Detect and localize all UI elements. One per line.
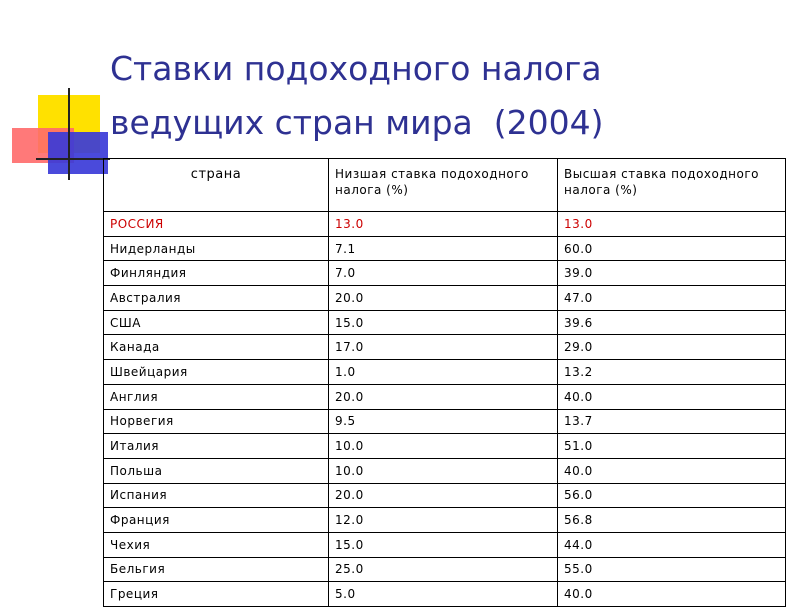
cell-min-rate: 20.0 (328, 383, 558, 410)
table-header-row: страна Низшая ставка подоходного налога … (103, 158, 786, 212)
cell-max-rate: 55.0 (557, 556, 786, 583)
table-row: Австралия 20.0 47.0 (103, 285, 786, 311)
table-row: Швейцария 1.0 13.2 (103, 359, 786, 385)
table-row: Франция 12.0 56.8 (103, 507, 786, 533)
cell-country: Польша (103, 457, 329, 484)
cell-country: Нидерланды (103, 235, 329, 262)
table-row: Греция 5.0 40.0 (103, 581, 786, 607)
table-body: РОССИЯ 13.0 13.0 Нидерланды 7.1 60.0 Финляндия… (103, 211, 786, 607)
cell-min-rate: 1.0 (328, 359, 558, 385)
blue-square-decoration (48, 132, 108, 174)
table-row: США 15.0 39.6 (103, 309, 786, 336)
cell-country: США (103, 309, 329, 336)
cell-max-rate: 60.0 (557, 235, 786, 262)
cell-min-rate: 13.0 (328, 211, 558, 237)
cell-max-rate: 13.0 (557, 211, 786, 237)
cell-max-rate: 40.0 (557, 457, 786, 484)
cell-min-rate: 10.0 (328, 457, 558, 484)
cell-country: Англия (103, 383, 329, 410)
vertical-line-decoration (68, 88, 70, 180)
cell-country: Финляндия (103, 260, 329, 287)
table-row: Чехия 15.0 44.0 (103, 531, 786, 558)
table-row: РОССИЯ 13.0 13.0 (103, 211, 786, 237)
cell-max-rate: 39.0 (557, 260, 786, 287)
table-row: Италия 10.0 51.0 (103, 433, 786, 459)
cell-min-rate: 5.0 (328, 581, 558, 607)
cell-max-rate: 56.8 (557, 507, 786, 533)
cell-max-rate: 29.0 (557, 334, 786, 361)
decorative-squares (0, 0, 120, 190)
cell-country: Бельгия (103, 556, 329, 583)
cell-min-rate: 7.0 (328, 260, 558, 287)
cell-country: Италия (103, 433, 329, 459)
slide-title: Ставки подоходного налога ведущих стран … (110, 42, 603, 150)
cell-country: Канада (103, 334, 329, 361)
cell-max-rate: 13.7 (557, 408, 786, 435)
cell-max-rate: 13.2 (557, 359, 786, 385)
cell-max-rate: 51.0 (557, 433, 786, 459)
cell-country: Греция (103, 581, 329, 607)
table-row: Канада 17.0 29.0 (103, 334, 786, 361)
cell-min-rate: 17.0 (328, 334, 558, 361)
cell-max-rate: 40.0 (557, 383, 786, 410)
cell-max-rate: 39.6 (557, 309, 786, 336)
slide-title-line-2: ведущих стран мира (2004) (110, 103, 604, 142)
cell-min-rate: 7.1 (328, 235, 558, 262)
tax-rates-table: страна Низшая ставка подоходного налога … (103, 158, 786, 607)
cell-min-rate: 20.0 (328, 285, 558, 311)
cell-country: Швейцария (103, 359, 329, 385)
cell-min-rate: 20.0 (328, 482, 558, 509)
header-country: страна (103, 158, 329, 212)
table-row: Норвегия 9.5 13.7 (103, 408, 786, 435)
cell-min-rate: 10.0 (328, 433, 558, 459)
table-row: Финляндия 7.0 39.0 (103, 260, 786, 287)
slide-title-line-1: Ставки подоходного налога (110, 49, 602, 88)
cell-country: Чехия (103, 531, 329, 558)
table-row: Нидерланды 7.1 60.0 (103, 235, 786, 262)
cell-min-rate: 12.0 (328, 507, 558, 533)
cell-max-rate: 40.0 (557, 581, 786, 607)
cell-country: Австралия (103, 285, 329, 311)
cell-country: Норвегия (103, 408, 329, 435)
table-row: Испания 20.0 56.0 (103, 482, 786, 509)
header-min-rate: Низшая ставка подоходного налога (%) (328, 158, 558, 212)
table-row: Бельгия 25.0 55.0 (103, 556, 786, 583)
cell-max-rate: 56.0 (557, 482, 786, 509)
cell-country: Испания (103, 482, 329, 509)
table-row: Польша 10.0 40.0 (103, 457, 786, 484)
cell-country: РОССИЯ (103, 211, 329, 237)
cell-country: Франция (103, 507, 329, 533)
cell-min-rate: 15.0 (328, 309, 558, 336)
cell-min-rate: 15.0 (328, 531, 558, 558)
cell-min-rate: 25.0 (328, 556, 558, 583)
header-max-rate: Высшая ставка подоходного налога (%) (557, 158, 786, 212)
cell-min-rate: 9.5 (328, 408, 558, 435)
cell-max-rate: 47.0 (557, 285, 786, 311)
table-row: Англия 20.0 40.0 (103, 383, 786, 410)
cell-max-rate: 44.0 (557, 531, 786, 558)
horizontal-line-decoration (36, 158, 110, 160)
